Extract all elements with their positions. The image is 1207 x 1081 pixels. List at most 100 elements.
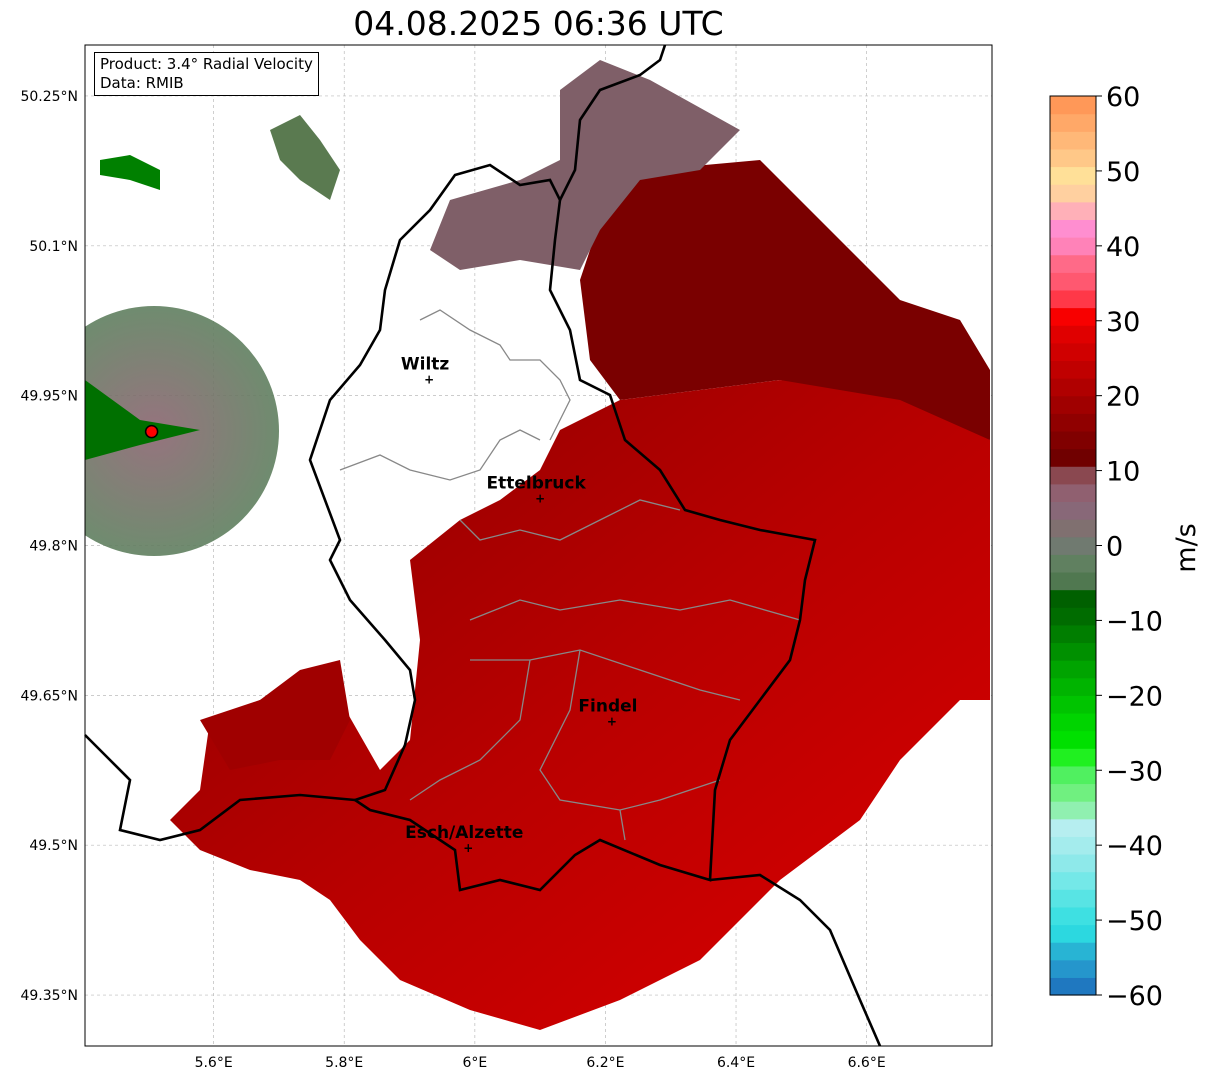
colorbar-bin bbox=[1050, 237, 1096, 256]
x-tick-label: 6°E bbox=[462, 1055, 487, 1071]
chart-title: 04.08.2025 06:36 UTC bbox=[353, 4, 724, 43]
colorbar-bin bbox=[1050, 959, 1096, 978]
country-borders bbox=[84, 44, 882, 1047]
city-marker: + bbox=[463, 841, 473, 855]
x-tick-label: 5.6°E bbox=[195, 1055, 233, 1071]
colorbar-tick-label: 10 bbox=[1106, 457, 1140, 488]
colorbar-tick-label: 50 bbox=[1106, 157, 1140, 188]
y-tick-label: 50.25°N bbox=[20, 89, 78, 105]
colorbar-tick-label: −20 bbox=[1106, 681, 1163, 712]
colorbar-bin bbox=[1050, 201, 1096, 220]
x-tick-label: 6.4°E bbox=[717, 1055, 755, 1071]
y-tick-label: 49.8°N bbox=[29, 539, 78, 555]
colorbar-bin bbox=[1050, 501, 1096, 520]
city-marker: + bbox=[607, 714, 617, 728]
city-label: Findel bbox=[578, 696, 637, 716]
echo-green-north bbox=[270, 115, 340, 200]
colorbar-bin bbox=[1050, 536, 1096, 555]
x-tick-label: 6.6°E bbox=[848, 1055, 886, 1071]
colorbar-bin bbox=[1050, 131, 1096, 150]
radar-site-marker bbox=[144, 424, 159, 439]
colorbar-bin bbox=[1050, 677, 1096, 696]
france-border bbox=[84, 734, 356, 842]
echo-southwest bbox=[200, 660, 350, 770]
colorbar: 60 50 40 30 20 10 0 −10 −20 −30 −40 −50 −60 bbox=[1049, 82, 1163, 1012]
y-tick-label: 49.35°N bbox=[20, 988, 78, 1004]
colorbar-bin bbox=[1050, 942, 1096, 961]
colorbar-tick-label: −40 bbox=[1106, 831, 1163, 862]
colorbar-bin bbox=[1050, 430, 1096, 450]
y-tick-label: 49.65°N bbox=[20, 688, 78, 704]
colorbar-bin bbox=[1050, 607, 1096, 626]
colorbar-bin bbox=[1050, 889, 1096, 908]
colorbar-tick-label: 60 bbox=[1106, 82, 1140, 113]
colorbar-bin bbox=[1050, 977, 1096, 996]
luxembourg-border bbox=[308, 163, 817, 892]
colorbar-bin bbox=[1050, 448, 1096, 467]
colorbar-bin bbox=[1050, 748, 1096, 767]
colorbar-bin bbox=[1050, 853, 1096, 873]
colorbar-bin bbox=[1050, 307, 1096, 326]
city-label: Wiltz bbox=[401, 355, 450, 375]
colorbar-bin bbox=[1050, 395, 1096, 414]
city-markers: +Wiltz+Ettelbruck+Findel+Esch/Alzette bbox=[401, 355, 638, 856]
x-tick-label: 6.2°E bbox=[586, 1055, 624, 1071]
city-label: Esch/Alzette bbox=[405, 823, 523, 843]
product-info-box: Product: 3.4° Radial Velocity Data: RMIB bbox=[94, 52, 319, 96]
colorbar-label: m/s bbox=[1171, 523, 1202, 572]
echo-grey-north bbox=[430, 60, 740, 270]
city-label: Ettelbruck bbox=[486, 474, 586, 494]
colorbar-bin bbox=[1050, 378, 1096, 397]
colorbar-bin bbox=[1050, 642, 1096, 661]
colorbar-bin bbox=[1050, 660, 1096, 679]
colorbar-bin bbox=[1050, 783, 1096, 802]
colorbar-bin bbox=[1050, 589, 1096, 608]
colorbar-bin bbox=[1050, 413, 1096, 432]
colorbar-bin bbox=[1050, 871, 1096, 890]
city-marker: + bbox=[535, 492, 545, 506]
y-tick-label: 49.5°N bbox=[29, 838, 78, 854]
data-source-label: Data: RMIB bbox=[100, 74, 184, 92]
colorbar-bin bbox=[1050, 166, 1096, 185]
colorbar-bin bbox=[1050, 184, 1096, 203]
colorbar-bin bbox=[1050, 272, 1096, 291]
colorbar-bin bbox=[1050, 519, 1096, 538]
echo-receding-main bbox=[170, 380, 990, 1030]
colorbar-bin bbox=[1050, 554, 1096, 573]
echo-receding-dark bbox=[560, 150, 990, 440]
colorbar-tick-label: 0 bbox=[1106, 532, 1123, 563]
echo-green-bright bbox=[100, 155, 160, 190]
colorbar-bin bbox=[1050, 836, 1096, 855]
colorbar-bin bbox=[1050, 219, 1096, 238]
colorbar-tick-label: 30 bbox=[1106, 307, 1140, 338]
colorbar-bin bbox=[1050, 113, 1096, 132]
canton-borders bbox=[339, 309, 801, 841]
colorbar-bin bbox=[1050, 148, 1096, 168]
colorbar-bin bbox=[1050, 712, 1096, 732]
colorbar-bin bbox=[1050, 360, 1096, 379]
colorbar-tick-label: −30 bbox=[1106, 756, 1163, 787]
colorbar-tick-label: −50 bbox=[1106, 906, 1163, 937]
city-marker: + bbox=[424, 373, 434, 387]
plot-frame bbox=[84, 44, 993, 1047]
colorbar-bin bbox=[1050, 730, 1096, 749]
colorbar-bin bbox=[1050, 695, 1096, 714]
colorbar-bin bbox=[1050, 624, 1096, 644]
echo-green-west bbox=[85, 380, 200, 460]
y-tick-label: 50.1°N bbox=[29, 239, 78, 255]
colorbar-bin bbox=[1050, 818, 1096, 837]
velocity-echoes bbox=[85, 60, 990, 1030]
x-tick-label: 5.8°E bbox=[325, 1055, 363, 1071]
colorbar-bin bbox=[1050, 96, 1096, 115]
y-tick-label: 49.95°N bbox=[20, 389, 78, 405]
colorbar-bin bbox=[1050, 466, 1096, 485]
colorbar-tick-label: 20 bbox=[1106, 382, 1140, 413]
x-axis: 5.6°E 5.8°E 6°E 6.2°E 6.4°E 6.6°E bbox=[195, 1055, 886, 1071]
colorbar-bin bbox=[1050, 571, 1096, 591]
colorbar-bin bbox=[1050, 289, 1096, 309]
y-axis: 50.25°N 50.1°N 49.95°N 49.8°N 49.65°N 49.5°N 4… bbox=[20, 89, 78, 1004]
germany-border-south bbox=[709, 873, 882, 1047]
colorbar-bin bbox=[1050, 924, 1096, 943]
colorbar-tick-label: −10 bbox=[1106, 606, 1163, 637]
